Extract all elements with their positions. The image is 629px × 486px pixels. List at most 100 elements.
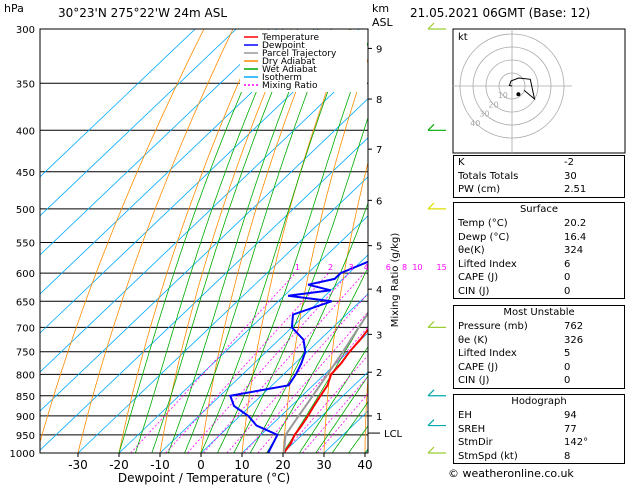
mixing-ratio-label: 4: [364, 263, 369, 272]
mixing-ratio-line: [226, 293, 368, 453]
legend-label: Temperature: [261, 33, 319, 43]
x-tick-label: -10: [150, 458, 170, 472]
index-value: 0: [564, 272, 571, 283]
x-tick-label: 20: [275, 458, 290, 472]
index-value: 762: [564, 321, 584, 332]
index-label: θe(K): [458, 245, 485, 256]
datetime-title: 21.05.2021 06GMT (Base: 12): [410, 6, 591, 20]
isotherm: [40, 59, 368, 373]
pressure-label-750: 750: [16, 348, 35, 359]
wet-adiabat: [331, 401, 368, 453]
indices-unstable-table: Most Unstable Pressure (mb) 762 θe (K) 326 Li…: [453, 305, 625, 389]
x-tick-label: -30: [68, 458, 88, 472]
index-section-title: Hodograph: [511, 396, 567, 407]
index-label: StmDir: [458, 437, 493, 448]
dry-adiabat: [282, 57, 368, 453]
series-temperature: [282, 328, 368, 453]
mixing-ratio-line: [130, 272, 296, 453]
index-row: Pressure (mb) 762: [454, 320, 624, 334]
index-label: SREH: [458, 423, 486, 435]
wet-adiabat: [315, 375, 368, 453]
pressure-label-600: 600: [16, 269, 35, 280]
hodograph-box: [452, 28, 626, 154]
index-label: PW (cm): [458, 184, 501, 195]
legend-label: Parcel Trajectory: [262, 49, 337, 59]
legend-box: [240, 30, 367, 92]
wind-barb: [427, 123, 435, 131]
mixing-ratio-label: 3: [349, 263, 354, 272]
x-tick-label: -20: [109, 458, 129, 472]
wet-adiabat: [233, 116, 368, 453]
index-row: CAPE (J) 0: [454, 361, 624, 375]
pressure-label-450: 450: [16, 168, 35, 179]
index-section-title: Surface: [519, 204, 559, 215]
x-tick-label: 0: [197, 458, 205, 472]
km-label: 5: [376, 242, 382, 253]
hodograph-ring-label: 10: [498, 91, 508, 100]
wind-barb: [427, 22, 435, 30]
index-value: 94: [564, 410, 577, 421]
index-section-title: Most Unstable: [503, 307, 575, 318]
mixing-ratio-label: 8: [402, 263, 407, 272]
dry-adiabat: [323, 161, 368, 453]
index-label: CAPE (J): [458, 361, 499, 373]
mixing-ratio-axis-label: Mixing Ratio (g/kg): [390, 233, 401, 328]
index-row: Lifted Index 5: [454, 347, 624, 361]
pressure-label-650: 650: [16, 297, 35, 308]
index-label: StmSpd (kt): [458, 450, 518, 462]
pressure-label-400: 400: [16, 126, 35, 137]
hodograph-ring-label: 40: [470, 119, 480, 128]
mixing-ratio-line: [187, 272, 350, 453]
isotherm: [40, 29, 278, 256]
hodograph-ring-label: 20: [489, 100, 499, 109]
footer-credit: © weatheronline.co.uk: [448, 467, 574, 480]
legend-label: Isotherm: [262, 73, 302, 83]
storm-motion-dot: [516, 92, 521, 97]
mixing-ratio-label: 15: [436, 263, 446, 272]
index-value: 6: [564, 258, 571, 270]
index-label: θe (K): [458, 334, 488, 346]
indices-top-table: K -2 Totals Totals 30 PW (cm) 2.51: [453, 155, 625, 198]
isotherm: [40, 29, 196, 178]
isotherm: [40, 29, 360, 334]
wet-adiabat: [266, 266, 368, 453]
altitude-unit: km: [372, 2, 390, 15]
wind-barb: [427, 202, 435, 210]
index-value: 324: [564, 245, 584, 256]
altitude-ref: ASL: [372, 16, 393, 29]
pressure-label-700: 700: [16, 323, 35, 334]
legend-label: Dewpoint: [262, 41, 305, 51]
index-value: 30: [564, 170, 577, 182]
x-tick-label: 40: [357, 458, 372, 472]
isotherm: [200, 293, 368, 453]
dry-adiabat: [40, 29, 205, 444]
wind-barb: [427, 320, 435, 328]
isotherm: [77, 176, 368, 453]
km-label: 8: [376, 95, 382, 106]
index-value: 16.4: [564, 231, 587, 243]
mixing-ratio-line: [283, 354, 368, 453]
hodograph-ring-label: 30: [479, 110, 489, 119]
index-label: Lifted Index: [458, 348, 517, 359]
index-row: SREH 77: [454, 423, 624, 437]
wet-adiabat: [282, 311, 368, 453]
dry-adiabat: [241, 29, 350, 453]
wind-barb: [427, 419, 435, 426]
index-row: CIN (J) 0: [454, 285, 624, 299]
index-value: 5: [564, 348, 571, 359]
wind-barb: [427, 446, 435, 454]
isotherm: [40, 137, 368, 451]
index-value: -2: [564, 157, 574, 168]
wet-adiabat: [167, 29, 315, 453]
hodograph-unit: kt: [458, 32, 468, 43]
index-label: Pressure (mb): [458, 321, 528, 332]
pressure-label-800: 800: [16, 370, 35, 381]
pressure-label-900: 900: [16, 412, 35, 423]
wet-adiabat: [299, 346, 368, 453]
mixing-ratio-label: 1: [295, 263, 300, 272]
series-dewpoint: [228, 260, 368, 453]
index-label: CIN (J): [458, 285, 490, 297]
indices-surface-table: Surface Temp (°C) 20.2 Dewp (°C) 16.4 θe(K) 32…: [453, 202, 625, 299]
km-label: 6: [376, 196, 382, 207]
